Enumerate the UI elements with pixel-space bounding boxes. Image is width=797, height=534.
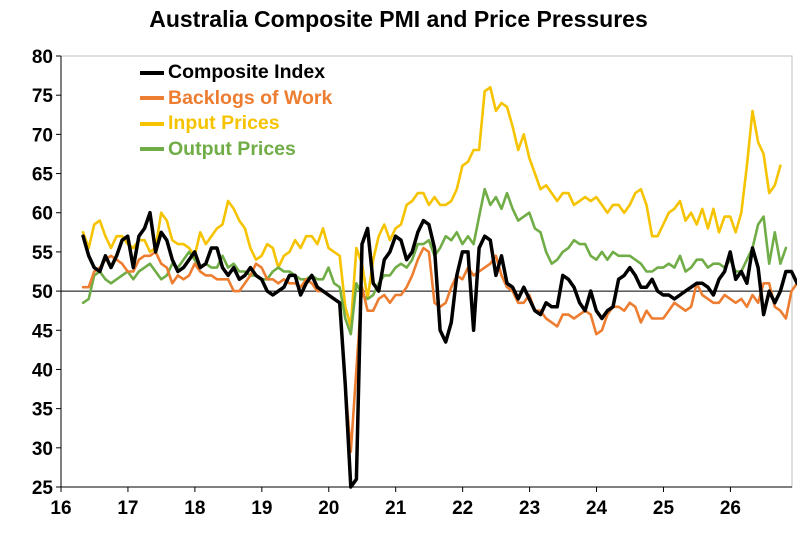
y-tick-label: 50 (32, 282, 53, 303)
legend-swatch (140, 96, 164, 101)
legend-swatch (140, 121, 164, 126)
y-tick-label: 40 (32, 360, 53, 381)
legend-item: Backlogs of Work (140, 86, 332, 112)
x-tick-label: 26 (720, 498, 741, 519)
axes: 25 30 35 40 45 50 55 60 65 70 75 80 16 17 18 19 20 21 22 23… (32, 47, 793, 519)
x-tick-label: 25 (653, 498, 675, 519)
x-tick-label: 23 (519, 498, 540, 519)
y-tick-label: 65 (32, 165, 54, 186)
legend-swatch (140, 147, 164, 152)
y-tick-label: 60 (32, 204, 53, 225)
legend-label: Backlogs of Work (168, 86, 333, 109)
y-tick-label: 25 (32, 478, 54, 499)
x-tick-label: 20 (318, 498, 339, 519)
legend-swatch (140, 70, 164, 75)
legend: Composite Index Backlogs of Work Input P… (140, 60, 332, 162)
x-tick-label: 17 (117, 498, 138, 519)
y-tick-label: 35 (32, 400, 54, 421)
series-layer (81, 86, 797, 489)
x-tick-label: 22 (452, 498, 473, 519)
legend-item: Output Prices (140, 137, 332, 163)
x-tick-label: 16 (50, 498, 71, 519)
y-tick-label: 45 (32, 321, 54, 342)
chart-title: Australia Composite PMI and Price Pressu… (149, 6, 648, 32)
legend-label: Input Prices (168, 112, 280, 135)
y-tick-label: 80 (32, 47, 53, 68)
series-line-input-prices (81, 86, 782, 328)
x-tick-label: 21 (385, 498, 407, 519)
x-tick-label: 18 (184, 498, 205, 519)
legend-label: Output Prices (168, 137, 296, 160)
legend-item: Input Prices (140, 111, 332, 137)
series-line-backlogs-of-work (81, 246, 797, 454)
legend-label: Composite Index (168, 61, 326, 84)
y-tick-label: 55 (32, 243, 54, 264)
legend-item: Composite Index (140, 60, 332, 86)
y-tick-label: 70 (32, 125, 53, 146)
y-tick-label: 30 (32, 439, 53, 460)
series-line-composite-index (81, 210, 797, 489)
x-tick-label: 19 (251, 498, 272, 519)
x-tick-label: 24 (586, 498, 608, 519)
y-tick-label: 75 (32, 86, 54, 107)
